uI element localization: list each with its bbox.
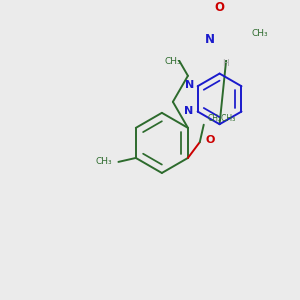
Text: O: O	[214, 2, 224, 14]
Text: N: N	[185, 80, 194, 90]
Text: CH₂CH₃: CH₂CH₃	[208, 114, 236, 123]
Text: CH₃: CH₃	[95, 157, 112, 166]
Text: N: N	[184, 106, 193, 116]
Text: O: O	[205, 135, 215, 145]
Text: N: N	[205, 33, 214, 46]
Text: CH₃: CH₃	[251, 29, 268, 38]
Text: CH₃: CH₃	[165, 57, 181, 66]
Text: H: H	[222, 58, 229, 68]
